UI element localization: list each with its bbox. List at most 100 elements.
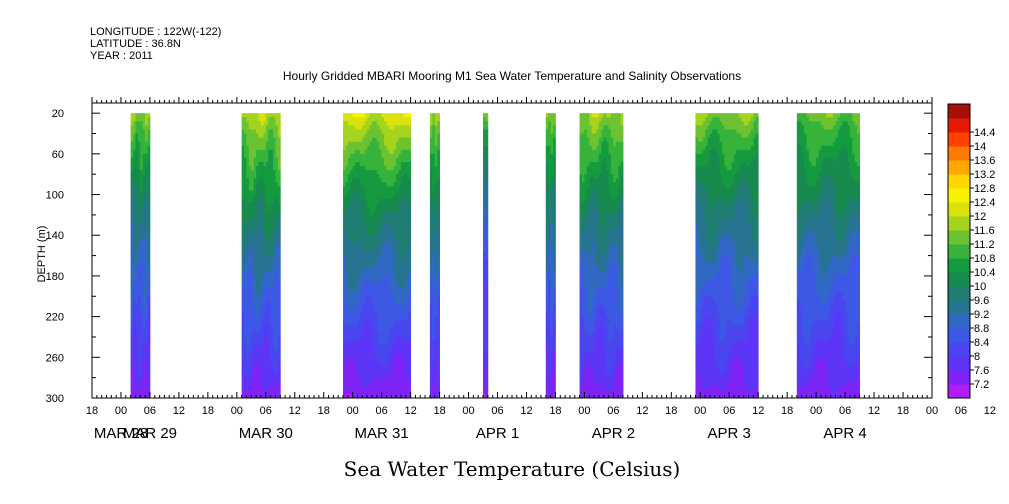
data-cell	[253, 345, 257, 350]
data-cell	[381, 186, 385, 191]
data-cell	[256, 353, 259, 358]
data-cell	[246, 202, 250, 208]
data-cell	[140, 223, 144, 228]
data-cell	[379, 178, 383, 183]
data-cell	[403, 170, 407, 175]
data-cell	[398, 166, 402, 171]
data-cell	[145, 243, 148, 248]
data-cell	[400, 125, 404, 130]
data-cell	[362, 361, 366, 366]
data-cell	[589, 235, 593, 240]
data-cell	[260, 288, 264, 293]
data-cell	[582, 369, 585, 374]
data-cell	[268, 202, 272, 208]
data-cell	[391, 194, 395, 200]
data-cell	[405, 235, 409, 240]
data-cell	[362, 121, 366, 126]
data-cell	[374, 369, 378, 374]
data-cell	[400, 190, 404, 195]
data-cell	[364, 166, 368, 171]
data-cell	[396, 373, 399, 379]
data-cell	[584, 280, 588, 285]
data-cell	[270, 345, 274, 350]
data-cell	[584, 393, 588, 399]
data-cell	[343, 210, 346, 216]
data-cell	[270, 145, 274, 151]
data-cell	[396, 288, 399, 293]
data-cell	[273, 280, 276, 285]
data-cell	[381, 235, 385, 240]
data-cell	[374, 227, 378, 232]
data-cell	[137, 149, 141, 155]
data-cell	[403, 218, 407, 224]
data-cell	[384, 393, 387, 399]
data-cell	[140, 373, 144, 379]
data-cell	[260, 125, 264, 130]
data-cell	[553, 190, 556, 195]
data-cell	[584, 377, 588, 383]
data-cell	[582, 251, 585, 256]
data-cell	[372, 357, 375, 362]
data-cell	[347, 336, 351, 342]
data-cell	[403, 113, 407, 118]
data-cell	[400, 243, 404, 248]
data-cell	[359, 288, 363, 293]
data-cell	[381, 206, 385, 212]
data-cell	[364, 271, 368, 277]
data-cell	[135, 251, 139, 256]
data-cell	[352, 369, 356, 374]
data-cell	[432, 316, 436, 322]
data-cell	[584, 210, 588, 216]
data-cell	[147, 316, 151, 322]
data-cell	[398, 186, 402, 191]
data-cell	[246, 341, 250, 346]
data-cell	[135, 170, 139, 175]
data-cell	[405, 328, 409, 334]
data-cell	[277, 373, 281, 379]
data-cell	[596, 320, 600, 326]
data-cell	[391, 284, 395, 289]
data-cell	[343, 190, 346, 195]
data-cell	[350, 349, 354, 354]
data-cell	[263, 235, 267, 240]
data-cell	[244, 125, 247, 130]
data-cell	[364, 304, 368, 309]
data-cell	[345, 145, 349, 151]
data-cell	[137, 255, 141, 261]
data-cell	[265, 341, 269, 346]
data-cell	[359, 113, 363, 118]
data-cell	[352, 137, 356, 143]
data-cell	[408, 117, 412, 122]
data-cell	[579, 218, 583, 224]
data-cell	[591, 153, 595, 159]
data-cell	[137, 117, 141, 122]
data-cell	[359, 206, 363, 212]
data-cell	[432, 393, 436, 399]
data-cell	[260, 385, 264, 391]
data-cell	[396, 178, 399, 183]
data-cell	[384, 133, 387, 138]
data-cell	[553, 308, 556, 313]
data-cell	[277, 349, 281, 354]
data-cell	[437, 381, 440, 387]
data-cell	[263, 381, 267, 387]
data-cell	[359, 137, 363, 143]
data-cell	[248, 280, 252, 285]
data-cell	[376, 271, 380, 277]
data-cell	[251, 349, 255, 354]
data-cell	[273, 227, 276, 232]
data-cell	[429, 324, 433, 330]
data-cell	[384, 162, 387, 167]
data-cell	[548, 341, 552, 346]
data-cell	[437, 178, 440, 183]
data-cell	[591, 284, 595, 289]
data-cell	[248, 341, 252, 346]
data-cell	[408, 255, 412, 261]
data-cell	[260, 389, 264, 395]
data-cell	[403, 316, 407, 322]
data-cell	[582, 157, 585, 163]
data-cell	[384, 292, 387, 297]
data-cell	[253, 190, 257, 195]
data-cell	[579, 284, 583, 289]
data-cell	[256, 365, 259, 370]
